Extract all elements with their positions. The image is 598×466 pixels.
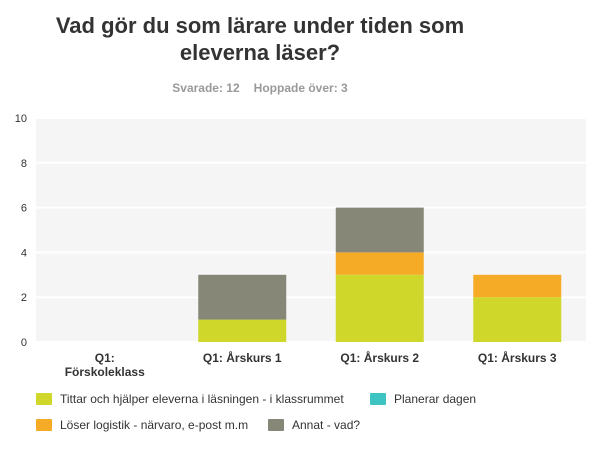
legend-item: Planerar dagen [370, 392, 476, 406]
bar-segment [335, 274, 424, 342]
y-tick-label: 0 [21, 337, 27, 349]
legend-swatch [268, 419, 284, 431]
bar-segment [335, 252, 424, 275]
x-tick-label: Q1: Årskurs 3 [478, 350, 557, 365]
y-tick-label: 2 [21, 292, 27, 304]
y-tick-label: 4 [21, 247, 27, 259]
bar-segment [473, 297, 562, 342]
answered-count: Svarade: 12 [172, 81, 240, 95]
bar-segment [198, 274, 287, 320]
x-tick-label: Q1: [95, 351, 115, 365]
y-tick-label: 6 [21, 203, 27, 215]
legend-swatch [370, 393, 386, 405]
y-tick-label: 8 [21, 158, 27, 170]
skipped-count: Hoppade över: 3 [253, 81, 348, 95]
chart-legend: Tittar och hjälper eleverna i läsningen … [36, 392, 596, 452]
legend-swatch [36, 419, 52, 431]
x-tick-label: Q1: Årskurs 1 [203, 350, 282, 365]
bar-segment [198, 319, 287, 342]
stacked-bar-chart: 0 2 4 6 8 10 Q1:Förskoleklass Q1: Årskurs 1 Q1: … [14, 113, 562, 379]
legend-label: Annat - vad? [292, 418, 361, 432]
legend-item: Löser logistik - närvaro, e-post m.m [36, 418, 248, 432]
legend-item: Annat - vad? [268, 418, 360, 432]
y-tick-label: 10 [15, 113, 27, 125]
bar-segment [335, 207, 424, 253]
legend-label: Löser logistik - närvaro, e-post m.m [60, 418, 249, 432]
response-stats: Svarade: 12 Hoppade över: 3 [0, 81, 520, 95]
legend-item: Tittar och hjälper eleverna i läsningen … [36, 392, 344, 406]
x-tick-label: Förskoleklass [65, 365, 145, 379]
x-tick-label: Q1: Årskurs 2 [340, 350, 419, 365]
chart-title: Vad gör du som lärare under tiden som el… [55, 13, 465, 65]
legend-label: Tittar och hjälper eleverna i läsningen … [60, 392, 344, 406]
legend-label: Planerar dagen [394, 392, 477, 406]
bar-segment [473, 274, 562, 298]
legend-swatch [36, 393, 52, 405]
